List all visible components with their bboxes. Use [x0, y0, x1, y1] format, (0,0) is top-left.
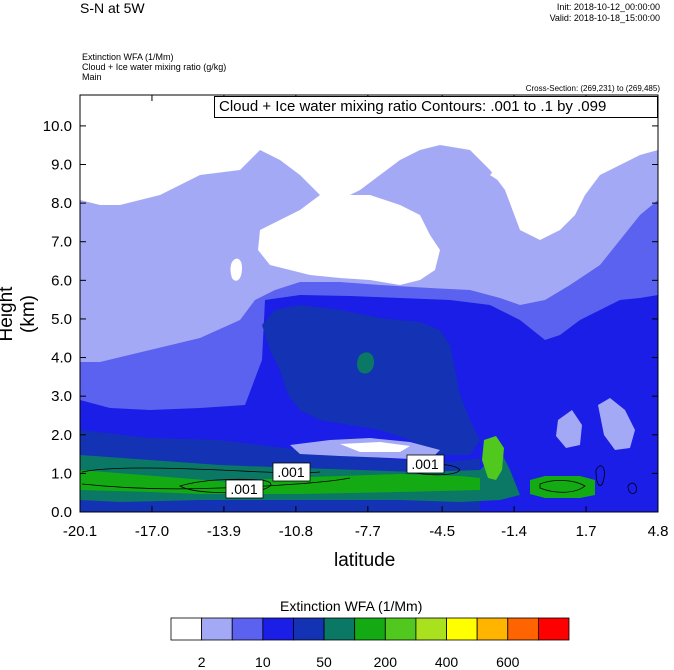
x-axis: -20.1 -17.0 -13.9 -10.8 -7.7 -4.5 -1.4 1.7 4.8	[63, 95, 669, 540]
green-band	[80, 470, 480, 494]
contour-line-6	[595, 465, 605, 486]
y-tick-label: 1.0	[51, 465, 72, 482]
colorbar-label: 600	[496, 654, 520, 670]
valid-time: Valid: 2018-10-18_15:00:00	[549, 13, 660, 23]
y-tick-label: 3.0	[51, 388, 72, 405]
y-tick-label: 5.0	[51, 311, 72, 328]
heatmap-field	[80, 95, 658, 512]
field-list: Extinction WFA (1/Mm) Cloud + Ice water …	[82, 52, 226, 82]
colorbar-swatch	[201, 617, 233, 641]
time-info: Init: 2018-10-12_00:00:00 Valid: 2018-10…	[550, 2, 660, 24]
colorbar-swatch	[537, 617, 570, 641]
y-tick-label: 8.0	[51, 195, 72, 212]
contour-label: .001	[411, 456, 438, 472]
white-patch-low	[340, 442, 410, 452]
x-axis-label: latitude	[334, 550, 396, 571]
colorbar-swatch	[323, 617, 356, 641]
x-tick-label: -10.8	[279, 523, 313, 540]
x-tick-label: -7.7	[355, 523, 381, 540]
field-cloud-ice: Cloud + Ice water mixing ratio (g/kg)	[82, 62, 227, 72]
colorbar-swatch	[170, 617, 203, 641]
colorbar-label: 2	[197, 654, 206, 670]
white-region-right	[490, 118, 658, 230]
plot-frame	[79, 94, 659, 513]
green-column	[482, 436, 504, 480]
x-tick-label: -17.0	[135, 523, 169, 540]
field-main: Main	[82, 72, 102, 82]
y-tick-label: 7.0	[51, 234, 72, 251]
colorbar-swatch	[293, 617, 325, 641]
y-axis-label: Height (km)	[0, 286, 39, 342]
colorbar-swatch	[415, 617, 447, 641]
cross-section-label: Cross-Section: (269,231) to (269,485)	[525, 84, 660, 93]
y-tick-label: 10.0	[43, 118, 72, 135]
colorbar-swatch	[231, 617, 264, 641]
y-tick-label: 2.0	[51, 427, 72, 444]
contour-line-7	[627, 482, 637, 494]
x-tick-label: 1.7	[576, 523, 597, 540]
y-tick-label: 9.0	[51, 157, 72, 174]
x-tick-label: 4.8	[648, 523, 669, 540]
lightblue-right-patch2	[556, 410, 582, 448]
contour-label-boxes: .001 .001 .001	[225, 454, 445, 499]
init-time: Init: 2018-10-12_00:00:00	[556, 2, 660, 12]
colorbar-swatch	[384, 617, 417, 641]
colorbar-title: Extinction WFA (1/Mm)	[280, 598, 423, 614]
colorbar-swatch	[476, 617, 509, 641]
darkblue-region	[262, 305, 480, 455]
lightblue-right-patch	[598, 398, 635, 450]
colorbar-swatch	[446, 617, 478, 641]
contour-line-3	[179, 478, 272, 494]
x-tick-label: -1.4	[501, 523, 527, 540]
y-tick-label: 6.0	[51, 272, 72, 289]
contour-note: Cloud + Ice water mixing ratio Contours:…	[214, 96, 658, 118]
contour-label: .001	[230, 481, 257, 497]
white-region-mid	[258, 195, 440, 285]
colorbar	[170, 617, 570, 641]
white-spot	[230, 258, 242, 281]
colorbar-label: 200	[373, 654, 397, 670]
colorbar-label: 10	[255, 654, 271, 670]
green-right	[530, 476, 595, 498]
x-tick-label: -20.1	[63, 523, 97, 540]
colorbar-label: 400	[434, 654, 459, 670]
x-tick-label: -4.5	[429, 523, 455, 540]
contour-label: .001	[277, 464, 304, 480]
contour-line-5	[539, 480, 586, 493]
colorbar-swatch	[507, 617, 539, 641]
teal-spot	[357, 352, 374, 374]
x-tick-label: -13.9	[207, 523, 241, 540]
contour-line-2	[81, 477, 351, 490]
white-region-top	[80, 95, 658, 240]
y-tick-label: 0.0	[51, 504, 72, 521]
field-extinction: Extinction WFA (1/Mm)	[82, 52, 174, 62]
y-axis: 0.0 1.0 2.0 3.0 4.0 5.0 6.0 7.0 8.0 9.0 10.0	[43, 118, 658, 521]
colorbar-swatch	[354, 617, 386, 641]
colorbar-swatch	[262, 617, 294, 641]
y-tick-label: 4.0	[51, 350, 72, 367]
page-title: S-N at 5W	[80, 0, 145, 16]
colorbar-label: 50	[316, 654, 332, 670]
